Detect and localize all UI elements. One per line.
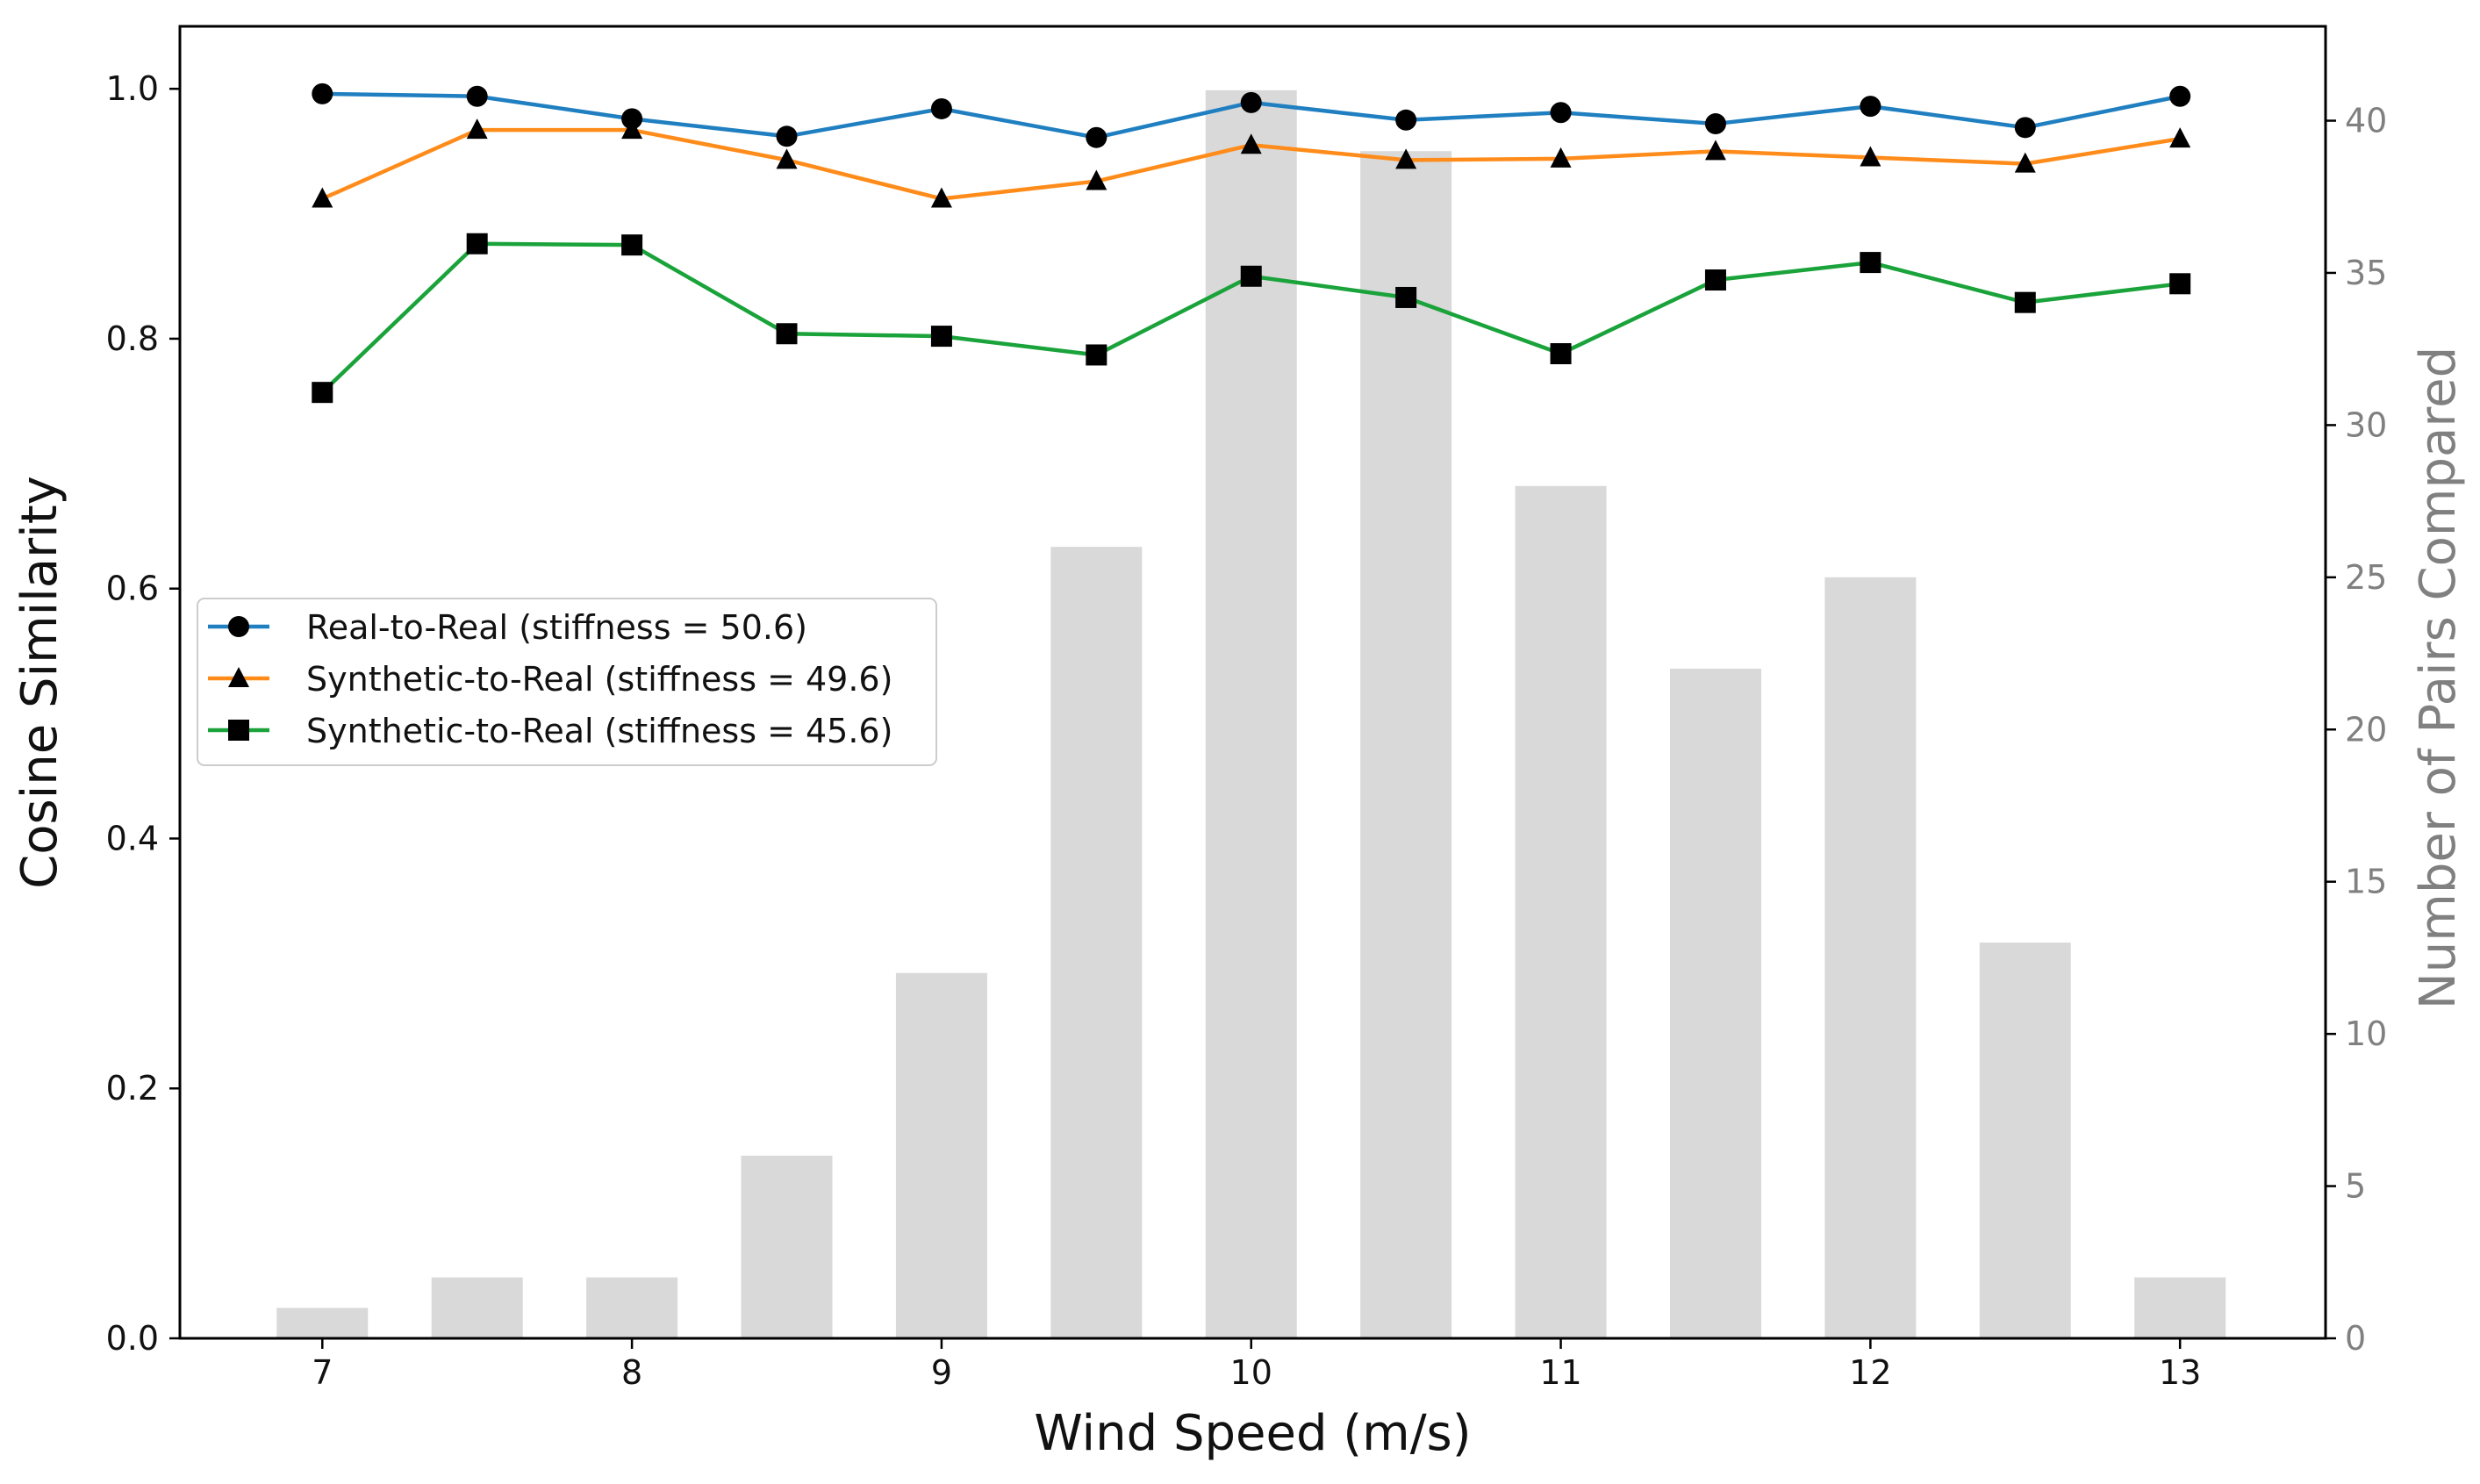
y-tick-label: 0.2 [106,1069,159,1108]
plot-frame [178,25,2327,1340]
y-right-tick-label: 0 [2345,1319,2366,1358]
y-right-tick-label: 30 [2345,405,2387,444]
bar-7 [276,1308,369,1338]
series-2-point [2014,152,2036,173]
series-3-point [1240,265,1262,287]
series-3-point [621,234,643,256]
legend-label: Synthetic-to-Real (stiffness = 49.6) [306,660,892,699]
bar-10 [1205,90,1297,1338]
series-1-point [1860,96,1882,118]
bar-12 [1824,577,1917,1338]
y-right-tick-label: 25 [2345,558,2387,597]
series-2-point [1860,146,1882,167]
bar-9.5 [1050,547,1143,1338]
series-3-point [2169,273,2191,295]
series-3-point [1550,343,1572,365]
bar-8 [586,1277,678,1338]
legend-label: Real-to-Real (stiffness = 50.6) [306,608,807,647]
series-1-point [1704,113,1726,135]
x-tick-label: 8 [621,1353,642,1392]
series-3-point [1704,269,1726,291]
x-tick-label: 9 [931,1353,952,1392]
series-2-point [621,118,643,140]
series-1-point [776,125,798,147]
series-2-point [1395,148,1417,169]
legend-marker [228,667,249,687]
bar-11 [1515,485,1607,1338]
bar-10.5 [1360,151,1452,1338]
series-2-point [930,187,952,208]
legend-box [197,598,937,766]
bar-11.5 [1669,668,1761,1338]
x-tick-label: 10 [1230,1353,1272,1392]
series-2 [312,118,2191,208]
y-right-tick-label: 20 [2345,710,2387,749]
series-2-point [1086,169,1107,190]
bars-layer [276,90,2226,1338]
legend-marker [228,616,249,637]
series-2-point [1240,133,1262,154]
bar-13 [2134,1277,2226,1338]
x-axis-title: Wind Speed (m/s) [1034,1405,1471,1462]
legend: Real-to-Real (stiffness = 50.6) Synthetic… [197,598,937,766]
series-1-point [2014,117,2036,139]
y-right-tick-label: 5 [2345,1167,2366,1206]
series-2-point [312,187,333,208]
x-tick-label: 12 [1849,1353,1891,1392]
series-3-point [776,323,798,345]
y-axis-right-title: Number of Pairs Compared [2410,347,2467,1009]
y-tick-label: 1.0 [106,69,159,108]
series-3 [312,233,2191,404]
series-2-point [1550,147,1572,168]
series-1-point [466,85,488,107]
bar-9 [895,972,987,1338]
y-tick-label: 0.8 [106,319,159,358]
series-3-point [312,382,333,404]
y-tick-label: 0.4 [106,819,159,857]
legend-label: Synthetic-to-Real (stiffness = 45.6) [306,712,892,750]
series-2-point [466,118,488,140]
x-tick-label: 11 [1539,1353,1581,1392]
y-tick-label: 0.0 [106,1319,159,1358]
ticks-layer: 7 8 9 10 11 12 13 0.0 0.2 0.4 0.6 0.8 1.0 0 5 10 15 20 25 3… [106,69,2388,1392]
series-2-point [2169,127,2191,148]
y-right-tick-label: 10 [2345,1014,2387,1053]
y-right-tick-label: 15 [2345,863,2387,901]
series-1-point [2169,85,2191,107]
series-1-point [1550,102,1572,124]
lines-layer [312,82,2191,404]
series-2-point [1704,140,1726,161]
series-1-point [1240,91,1262,113]
series-3-point [1395,286,1417,308]
bar-7.5 [431,1277,523,1338]
bar-8.5 [741,1155,833,1338]
series-2-point [776,148,798,169]
series-3-point [1086,344,1107,366]
y-right-tick-label: 40 [2345,102,2387,140]
series-1-point [1086,126,1107,148]
x-tick-label: 13 [2159,1353,2201,1392]
bar-12.5 [1979,943,2071,1338]
series-3-point [466,233,488,255]
series-1-point [930,97,952,119]
series-1-point [312,82,333,104]
y-right-tick-label: 35 [2345,254,2387,292]
series-1-point [1395,109,1417,131]
legend-marker [228,720,249,741]
x-tick-label: 7 [312,1353,333,1392]
y-tick-label: 0.6 [106,570,159,608]
series-3-point [1860,252,1882,274]
series-3-point [930,326,952,348]
series-3-point [2014,291,2036,313]
y-axis-title: Cosine Similarity [11,476,68,889]
